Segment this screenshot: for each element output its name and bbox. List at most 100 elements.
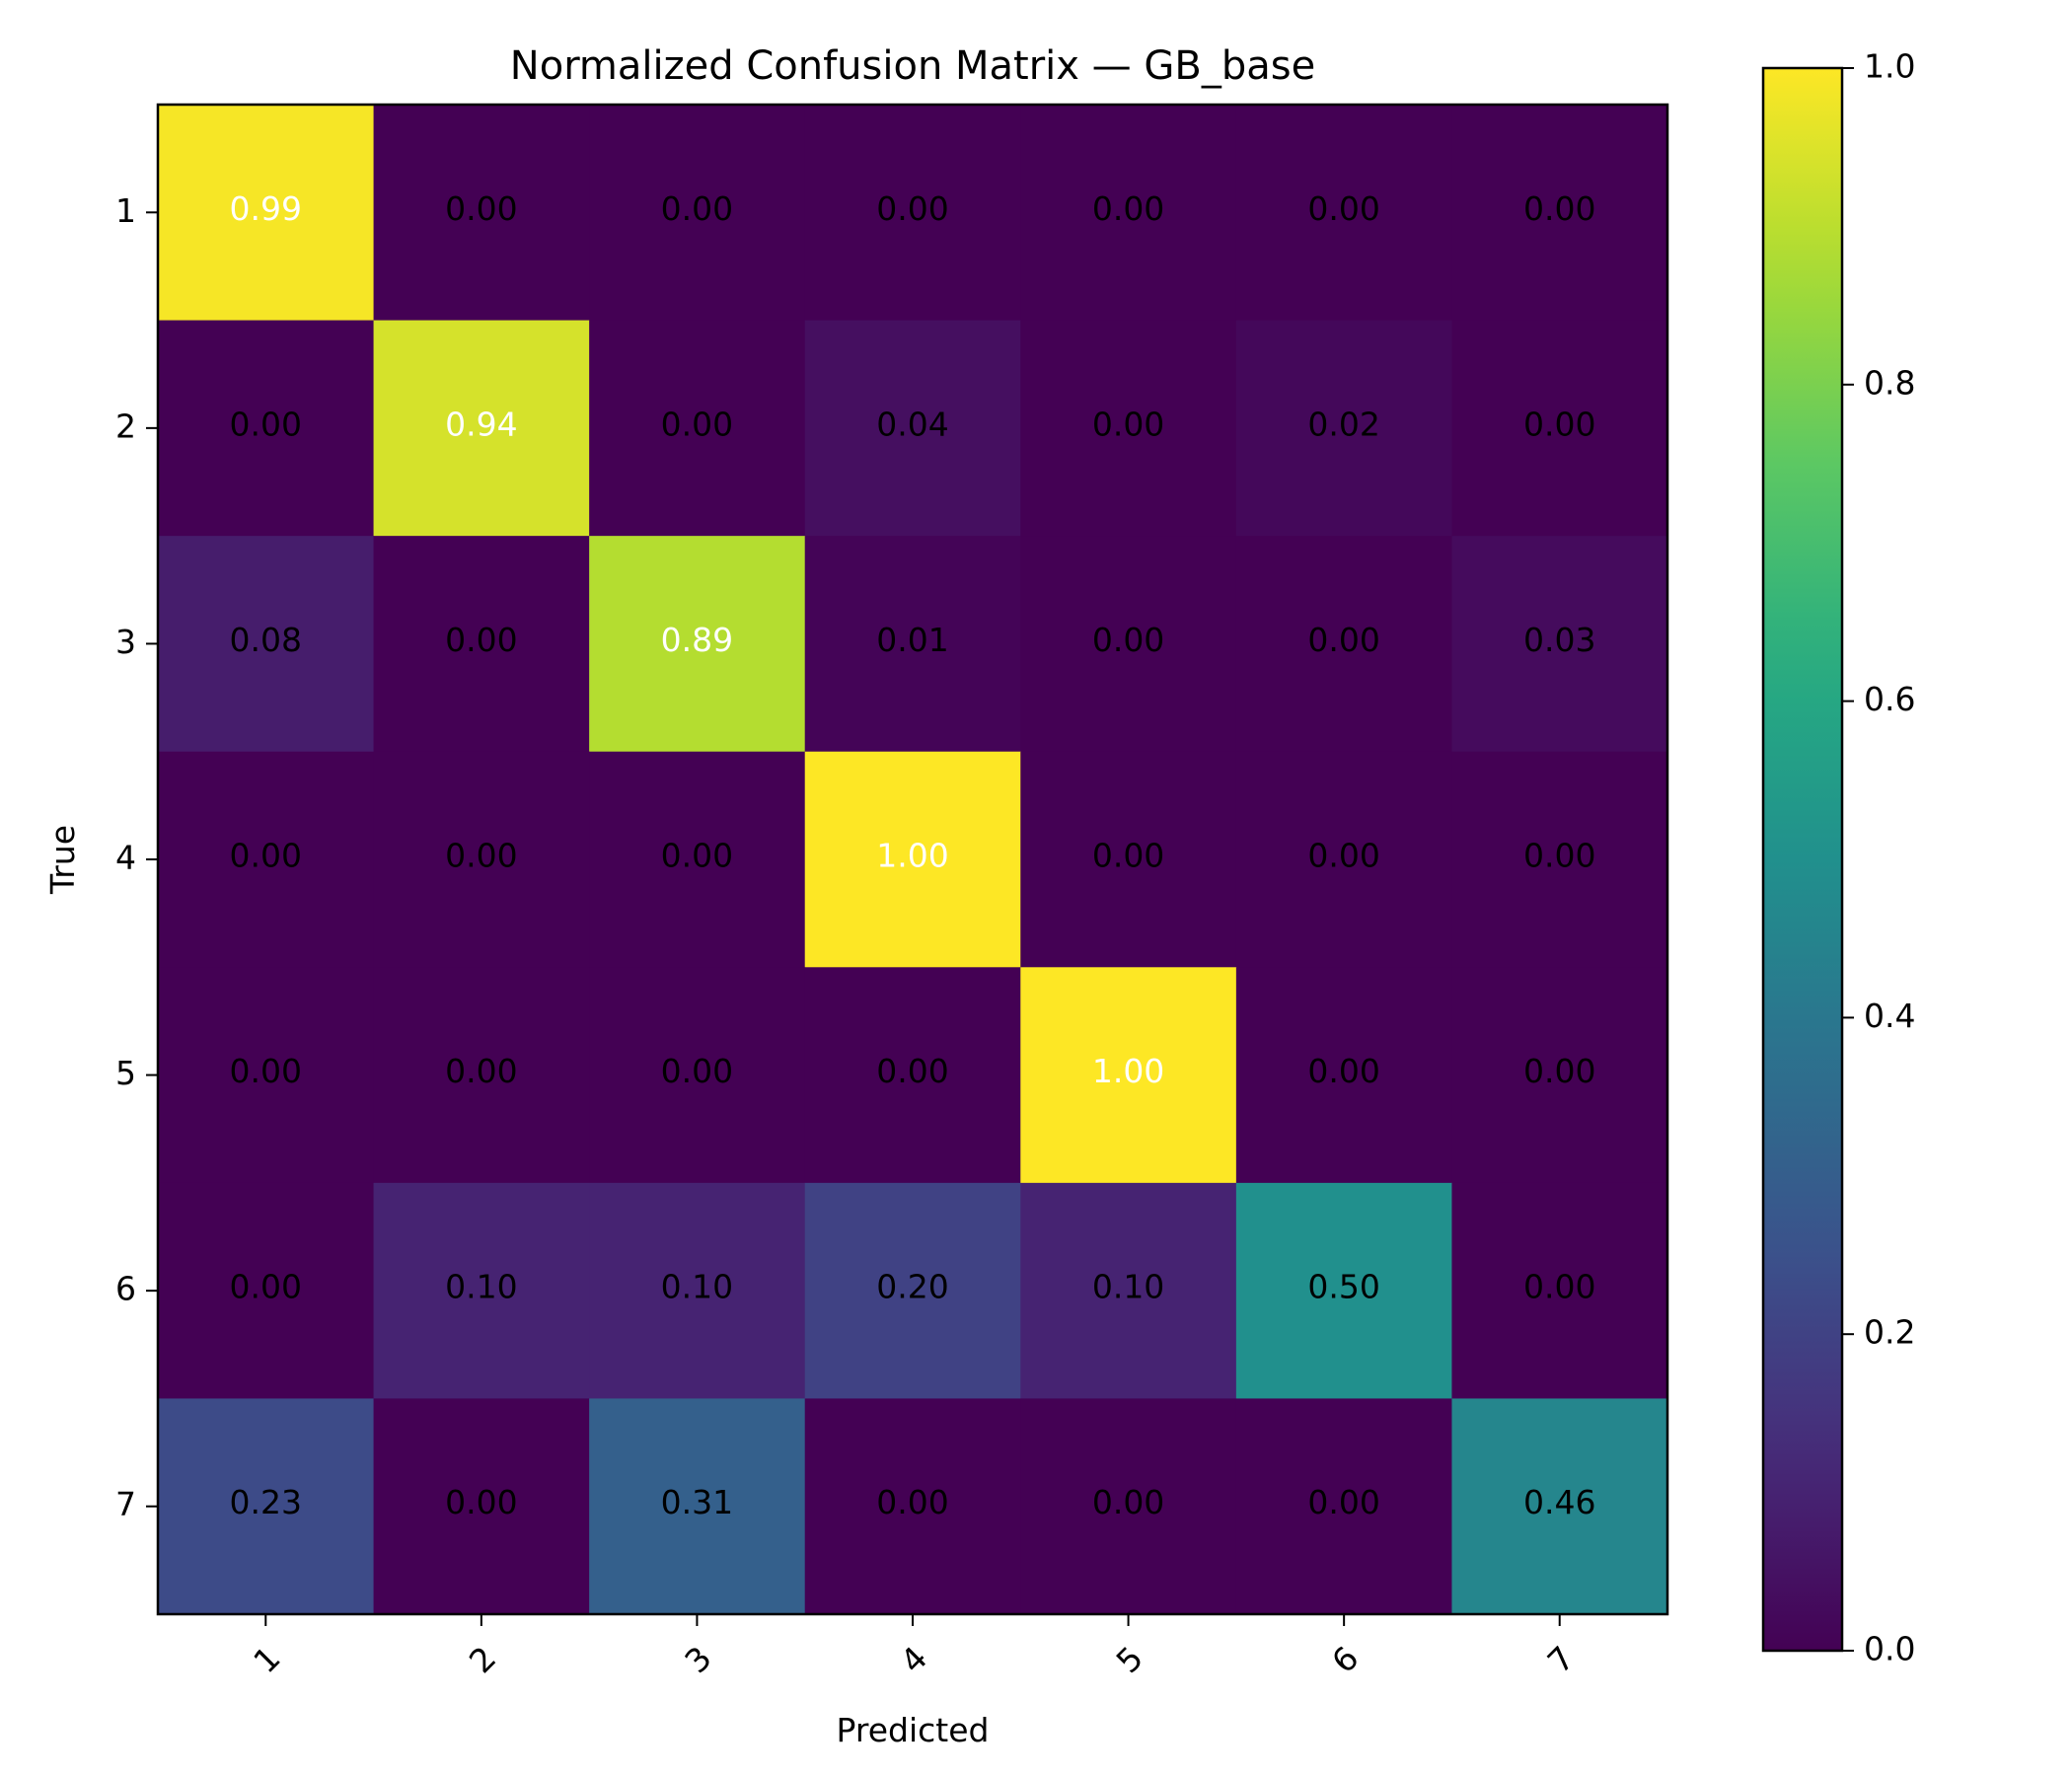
heatmap-cell [1451, 1182, 1668, 1399]
heatmap-cell [1020, 1398, 1237, 1615]
heatmap-cell [158, 320, 375, 537]
heatmap-cell [158, 967, 375, 1184]
cell-value-label: 0.00 [661, 1052, 733, 1090]
cell-value-label: 0.00 [661, 405, 733, 443]
heatmap-cell [1020, 105, 1237, 322]
cell-value-label: 0.00 [445, 1483, 517, 1521]
cell-value-label: 0.00 [230, 1268, 302, 1306]
y-axis-label: True [43, 825, 82, 895]
y-tick-label: 4 [115, 839, 136, 877]
heatmap-cell [1451, 967, 1668, 1184]
heatmap-cell [589, 105, 806, 322]
colorbar-ticks: 0.0 0.2 0.4 0.6 0.8 1.0 [1842, 47, 1915, 1668]
heatmap-cell [373, 967, 590, 1184]
heatmap-cell [158, 536, 375, 753]
heatmap-cell [1451, 751, 1668, 968]
heatmap-cell [158, 751, 375, 968]
heatmap-cell [1235, 1182, 1452, 1399]
cell-value-label: 0.00 [445, 189, 517, 228]
heatmap-cell [1235, 967, 1452, 1184]
heatmap-cell [1020, 320, 1237, 537]
cell-value-label: 0.02 [1307, 405, 1379, 443]
heatmap-cell-labels: 0.99 0.00 0.00 0.00 0.00 0.00 0.00 0.00 0.94 0.00… [230, 189, 1596, 1521]
y-axis-ticks: 1 2 3 4 5 6 7 [115, 191, 158, 1523]
heatmap-cell [1235, 320, 1452, 537]
heatmap-cell [1235, 536, 1452, 753]
heatmap-cell [804, 1398, 1021, 1615]
cell-value-label: 0.50 [1307, 1268, 1379, 1306]
heatmap-cell [373, 751, 590, 968]
heatmap-cell [1020, 536, 1237, 753]
heatmap-cell [1020, 1182, 1237, 1399]
cell-value-label: 0.00 [230, 837, 302, 875]
heatmap-cells [158, 105, 1668, 1615]
cell-value-label: 0.20 [876, 1268, 948, 1306]
cell-value-label: 0.00 [1307, 1052, 1379, 1090]
cell-value-label: 0.00 [445, 837, 517, 875]
heatmap-cell [589, 1398, 806, 1615]
heatmap-cell [589, 536, 806, 753]
heatmap-cell [804, 967, 1021, 1184]
cell-value-label: 0.00 [1092, 621, 1164, 659]
heatmap-cell [1235, 105, 1452, 322]
y-tick-label: 5 [115, 1054, 136, 1092]
cell-value-label: 0.00 [1092, 1483, 1164, 1521]
cell-value-label: 0.00 [1307, 837, 1379, 875]
cell-value-label: 0.00 [1523, 1052, 1595, 1090]
cell-value-label: 0.00 [1092, 837, 1164, 875]
heatmap-cell [804, 1182, 1021, 1399]
cell-value-label: 0.31 [661, 1483, 733, 1521]
heatmap-cell [804, 751, 1021, 968]
y-tick-label: 2 [115, 407, 136, 445]
heatmap-cell [1451, 105, 1668, 322]
x-axis-label: Predicted [837, 1711, 990, 1749]
cell-value-label: 0.00 [445, 1052, 517, 1090]
cell-value-label: 0.04 [876, 405, 948, 443]
cell-value-label: 0.00 [876, 1052, 948, 1090]
colorbar-tick-label: 0.6 [1864, 680, 1915, 718]
cell-value-label: 1.00 [876, 837, 948, 875]
heatmap-cell [1451, 536, 1668, 753]
cell-value-label: 0.00 [661, 837, 733, 875]
cell-value-label: 0.00 [876, 1483, 948, 1521]
heatmap-cell [1020, 751, 1237, 968]
cell-value-label: 0.46 [1523, 1483, 1595, 1521]
heatmap-cell [589, 1182, 806, 1399]
heatmap-cell [373, 1398, 590, 1615]
cell-value-label: 0.10 [1092, 1268, 1164, 1306]
chart-title: Normalized Confusion Matrix — GB_base [510, 43, 1315, 89]
colorbar-tick-label: 0.2 [1864, 1313, 1915, 1352]
cell-value-label: 0.00 [876, 189, 948, 228]
y-tick-label: 6 [115, 1270, 136, 1308]
cell-value-label: 0.99 [230, 189, 302, 228]
heatmap-cell [373, 105, 590, 322]
heatmap-cell [373, 320, 590, 537]
cell-value-label: 0.00 [1307, 621, 1379, 659]
cell-value-label: 0.00 [1523, 837, 1595, 875]
heatmap-cell [373, 536, 590, 753]
heatmap-cell [589, 751, 806, 968]
colorbar [1761, 66, 1844, 1653]
heatmap-cell [158, 1182, 375, 1399]
cell-value-label: 0.08 [230, 621, 302, 659]
cell-value-label: 0.00 [1523, 405, 1595, 443]
heatmap-cell [804, 320, 1021, 537]
colorbar-tick-label: 0.8 [1864, 363, 1915, 402]
heatmap-cell [158, 1398, 375, 1615]
cell-value-label: 0.94 [445, 405, 517, 443]
heatmap-cell [804, 536, 1021, 753]
colorbar-tick-label: 0.4 [1864, 997, 1915, 1035]
cell-value-label: 0.10 [661, 1268, 733, 1306]
cell-value-label: 0.00 [230, 1052, 302, 1090]
cell-value-label: 0.03 [1523, 621, 1595, 659]
heatmap-cell [373, 1182, 590, 1399]
heatmap-cell [1235, 1398, 1452, 1615]
cell-value-label: 0.00 [1092, 189, 1164, 228]
y-tick-label: 1 [115, 191, 136, 230]
cell-value-label: 0.00 [1307, 1483, 1379, 1521]
heatmap-cell [1020, 967, 1237, 1184]
y-tick-label: 3 [115, 623, 136, 661]
cell-value-label: 0.10 [445, 1268, 517, 1306]
cell-value-label: 0.00 [1307, 189, 1379, 228]
